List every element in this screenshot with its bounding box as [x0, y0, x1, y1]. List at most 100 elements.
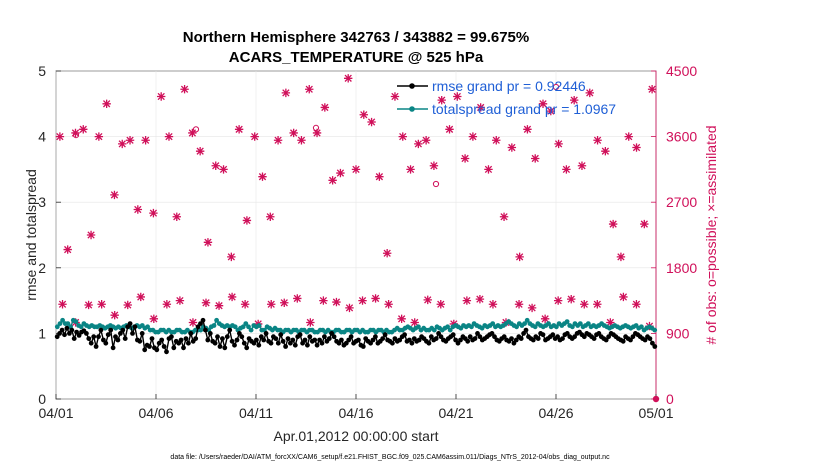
- obs-assimilated-marker: [546, 106, 556, 116]
- totalspread-point: [60, 317, 65, 323]
- totalspread-point: [243, 321, 249, 326]
- obs-assimilated-marker: [397, 314, 406, 324]
- rmse-point: [513, 337, 519, 343]
- y-tick-label: 0: [38, 391, 46, 407]
- rmse-point: [227, 327, 233, 333]
- rmse-point: [74, 329, 79, 335]
- obs-assimilated-marker: [345, 303, 354, 313]
- obs-assimilated-marker: [616, 252, 626, 262]
- obs-assimilated-marker: [406, 165, 415, 174]
- rmse-point: [642, 337, 648, 343]
- obs-assimilated-marker: [382, 249, 392, 258]
- obs-assimilated-marker: [538, 99, 548, 108]
- rmse-point: [467, 334, 473, 340]
- obs-assimilated-marker: [188, 318, 198, 327]
- obs-assimilated-marker: [227, 252, 236, 262]
- y-right-tick-label: 900: [666, 325, 690, 341]
- obs-assimilated-marker: [421, 136, 431, 145]
- obs-assimilated-marker: [94, 132, 104, 141]
- obs-assimilated-marker: [250, 132, 259, 141]
- rmse-point: [161, 344, 167, 349]
- obs-assimilated-marker: [554, 139, 563, 149]
- rmse-point: [380, 336, 386, 341]
- totalspread-point: [145, 324, 151, 330]
- obs-assimilated-marker: [328, 176, 337, 185]
- obs-assimilated-marker: [136, 292, 145, 302]
- series-totalspread: [54, 317, 658, 335]
- obs-assimilated-marker: [289, 128, 298, 138]
- rmse-point: [322, 334, 327, 340]
- obs-assimilated-marker: [164, 132, 174, 141]
- obs-assimilated-marker: [601, 146, 610, 156]
- obs-endpoint-marker: [652, 395, 660, 403]
- totalspread-point: [246, 324, 251, 330]
- obs-assimilated-marker: [632, 300, 641, 309]
- rmse-point: [193, 336, 199, 341]
- totalspread-point: [639, 324, 644, 330]
- obs-assimilated-marker: [640, 219, 649, 229]
- rmse-point: [244, 345, 250, 351]
- rmse-point: [258, 334, 264, 340]
- rmse-point: [232, 342, 237, 348]
- obs-assimilated-marker: [123, 300, 132, 310]
- rmse-point: [254, 337, 259, 343]
- rmse-point: [263, 331, 269, 336]
- x-tick-label: 04/16: [338, 405, 373, 421]
- obs-assimilated-marker: [567, 294, 576, 304]
- x-axis: 04/01 04/06 04/11 04/16 04/21 04/26 05/01: [38, 394, 674, 421]
- obs-assimilated-marker: [188, 128, 197, 138]
- obs-assimilated-marker: [97, 300, 106, 309]
- obs-assimilated-marker: [227, 292, 237, 302]
- y-tick-label: 1: [38, 325, 46, 341]
- obs-possible-marker: [552, 83, 560, 91]
- obs-assimilated-marker: [624, 132, 633, 141]
- obs-assimilated-marker: [63, 245, 72, 254]
- rmse-point: [198, 321, 203, 326]
- obs-assimilated-marker: [240, 300, 250, 309]
- obs-assimilated-marker: [375, 172, 384, 181]
- rmse-point: [603, 337, 609, 343]
- rmse-point: [518, 336, 524, 341]
- totalspread-point: [570, 324, 575, 330]
- obs-assimilated-marker: [336, 168, 345, 178]
- rmse-point: [154, 347, 160, 353]
- rmse-point: [69, 327, 75, 333]
- footer-data-file: data file: /Users/raeder/DAI/ATM_forcXX/…: [170, 454, 610, 461]
- obs-assimilated-marker: [320, 103, 330, 112]
- rmse-point: [535, 336, 541, 341]
- totalspread-point: [532, 324, 538, 330]
- rmse-point: [200, 317, 206, 323]
- rmse-point: [186, 340, 191, 346]
- rmse-point: [628, 337, 633, 343]
- obs-assimilated-marker: [453, 92, 462, 101]
- rmse-point: [261, 337, 267, 343]
- y-right-tick-label: 3600: [666, 129, 697, 145]
- rmse-point: [560, 336, 565, 341]
- obs-assimilated-marker: [344, 74, 353, 83]
- rmse-point: [110, 345, 116, 351]
- obs-assimilated-marker: [606, 318, 615, 327]
- rmse-point: [57, 331, 62, 336]
- rmse-point: [564, 331, 570, 336]
- rmse-point: [76, 333, 82, 338]
- rmse-point: [222, 345, 228, 351]
- obs-assimilated-marker: [608, 219, 618, 229]
- obs-assimilated-marker: [110, 190, 119, 200]
- totalspread-point: [564, 319, 570, 324]
- rmse-point: [84, 331, 89, 336]
- totalspread-point: [256, 323, 262, 328]
- rmse-point: [477, 334, 483, 340]
- rmse-point: [181, 345, 186, 351]
- rmse-point: [346, 337, 352, 343]
- obs-assimilated-marker: [398, 132, 407, 141]
- obs-assimilated-marker: [214, 301, 224, 310]
- rmse-point: [108, 327, 114, 333]
- rmse-point: [96, 334, 101, 340]
- rmse-point: [489, 331, 495, 336]
- x-tick-label: 04/21: [438, 405, 473, 421]
- obs-assimilated-marker: [242, 216, 252, 225]
- rmse-point: [370, 337, 376, 343]
- rmse-point: [239, 334, 245, 340]
- x-axis-label: Apr.01,2012 00:00:00 start: [273, 428, 438, 444]
- obs-assimilated-marker: [211, 161, 220, 170]
